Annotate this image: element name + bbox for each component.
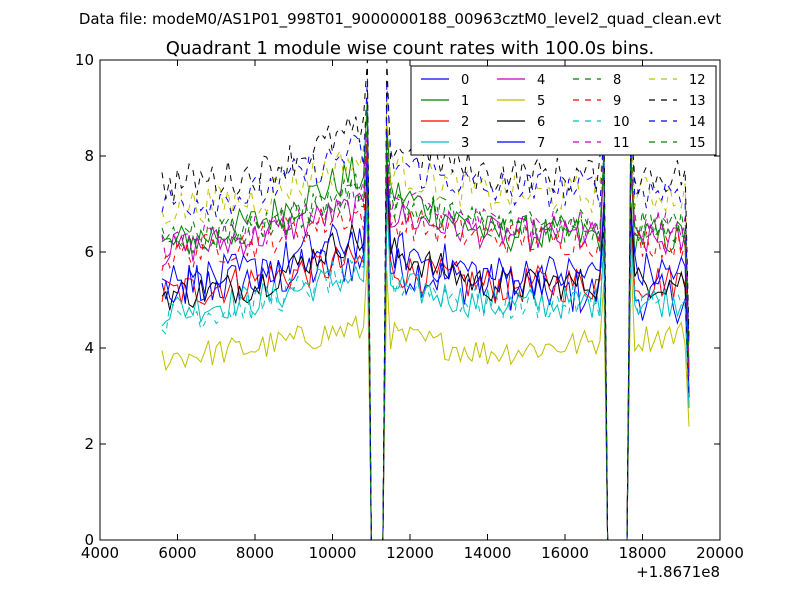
- series-line-2: [161, 189, 690, 541]
- series-line-6: [161, 167, 690, 541]
- y-tick-label: 6: [84, 243, 94, 261]
- legend-label-6: 6: [537, 115, 545, 130]
- legend-label-11: 11: [613, 136, 630, 151]
- legend-label-8: 8: [613, 73, 621, 88]
- legend-label-5: 5: [537, 94, 545, 109]
- legend-label-10: 10: [613, 115, 630, 130]
- series-line-15: [161, 111, 690, 541]
- series-line-0: [161, 199, 690, 541]
- x-tick-label: 18000: [619, 544, 667, 562]
- series-line-11: [161, 130, 690, 541]
- y-tick-label: 0: [84, 531, 94, 549]
- legend-label-14: 14: [689, 115, 706, 130]
- series-line-5: [161, 254, 690, 541]
- series-line-10: [161, 208, 690, 541]
- x-tick-label: 10000: [309, 544, 357, 562]
- y-tick-label: 2: [84, 435, 94, 453]
- series-line-9: [161, 132, 690, 541]
- series-line-7: [161, 156, 690, 541]
- series-line-14: [161, 78, 690, 541]
- legend-label-9: 9: [613, 94, 621, 109]
- legend-label-0: 0: [461, 73, 469, 88]
- x-tick-label: 4000: [81, 544, 119, 562]
- x-tick-label: 20000: [696, 544, 744, 562]
- x-offset-label: +1.8671e8: [636, 563, 720, 581]
- legend-label-3: 3: [461, 136, 469, 151]
- legend-box: [410, 65, 717, 156]
- y-tick-label: 4: [84, 339, 94, 357]
- series-line-3: [161, 197, 690, 541]
- y-tick-label: 10: [75, 51, 94, 69]
- legend-label-12: 12: [689, 73, 706, 88]
- y-tick-label: 8: [84, 147, 94, 165]
- legend-label-7: 7: [537, 136, 545, 151]
- series-line-8: [161, 128, 690, 541]
- series-line-12: [161, 93, 690, 541]
- x-tick-label: 6000: [158, 544, 196, 562]
- x-tick-label: 12000: [386, 544, 434, 562]
- series-line-1: [161, 96, 690, 541]
- legend-label-2: 2: [461, 115, 469, 130]
- legend-label-1: 1: [461, 94, 469, 109]
- chart-suptitle: Data file: modeM0/AS1P01_998T01_90000001…: [79, 10, 721, 29]
- x-tick-label: 8000: [236, 544, 274, 562]
- x-tick-label: 14000: [464, 544, 512, 562]
- legend-label-13: 13: [689, 94, 706, 109]
- x-axis: 4000 6000 8000 10000 12000 14000 16000 18000 200…: [81, 60, 744, 562]
- x-tick-label: 16000: [541, 544, 589, 562]
- chart-title: Quadrant 1 module wise count rates with …: [166, 38, 655, 59]
- legend-label-4: 4: [537, 73, 545, 88]
- legend-label-15: 15: [689, 136, 706, 151]
